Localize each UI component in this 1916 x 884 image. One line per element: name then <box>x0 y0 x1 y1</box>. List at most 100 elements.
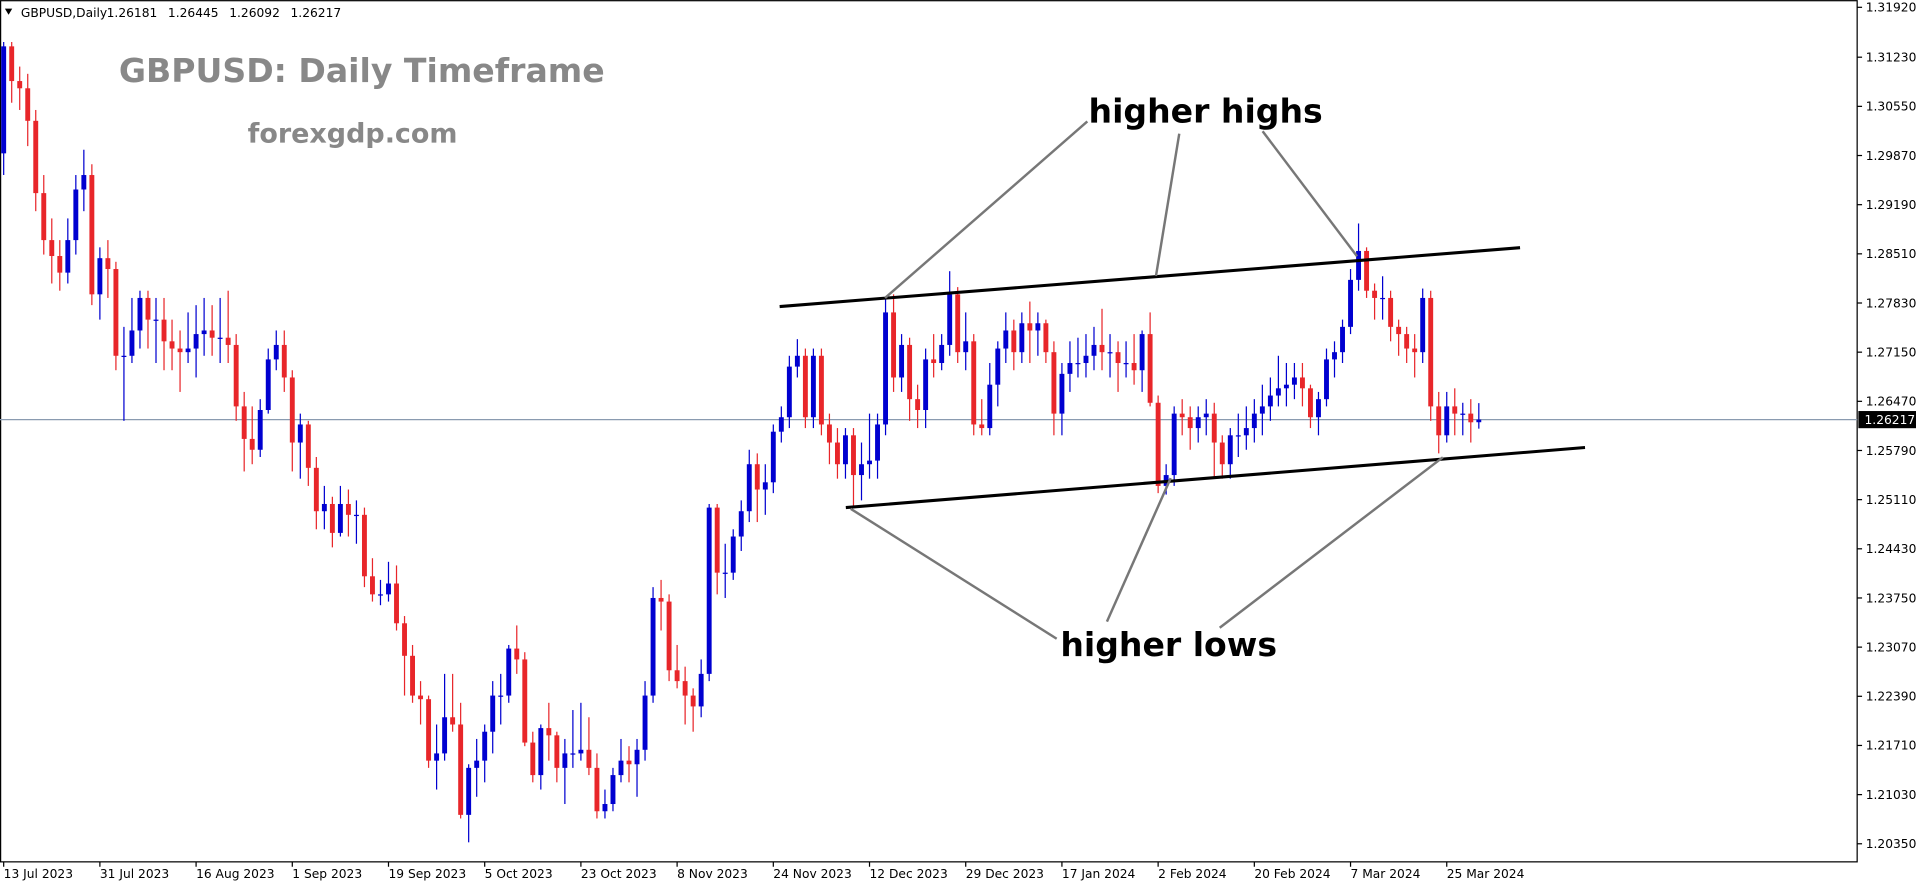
y-tick-label: 1.25110 <box>1866 493 1916 507</box>
candle-body <box>217 337 223 339</box>
candle-body <box>121 355 127 358</box>
annotation: higher highs <box>1089 92 1323 131</box>
candle-body <box>1396 326 1402 335</box>
x-tick-label: 16 Aug 2023 <box>196 867 274 881</box>
candle-body <box>201 330 207 335</box>
candle-body <box>321 503 327 512</box>
candle-body <box>1412 348 1418 353</box>
candle-body <box>353 514 359 517</box>
candle-body <box>1468 413 1474 423</box>
candle-body <box>594 767 600 812</box>
y-tick-label: 1.29190 <box>1866 198 1916 212</box>
y-tick-label: 1.23750 <box>1866 591 1916 605</box>
candle-body <box>1324 359 1329 400</box>
candle-body <box>690 695 696 707</box>
candle-body <box>971 341 977 425</box>
candle-body <box>1003 330 1009 349</box>
menu-arrow[interactable] <box>4 8 13 15</box>
x-tick-label: 20 Feb 2024 <box>1254 867 1330 881</box>
candle-body <box>249 438 255 450</box>
candle-body <box>305 424 311 468</box>
candle-body <box>602 804 608 812</box>
candle-body <box>634 749 640 765</box>
candle-body <box>442 717 448 754</box>
candle-body <box>345 503 351 515</box>
candle-body <box>1452 406 1458 414</box>
candle-body <box>1011 330 1017 353</box>
candle-body <box>1275 388 1281 396</box>
candle-body <box>666 601 672 671</box>
candle-body <box>674 670 680 682</box>
candle-body <box>169 341 175 349</box>
candle-body <box>161 319 167 342</box>
candle-body <box>698 673 704 707</box>
x-tick-label: 24 Nov 2023 <box>773 867 851 881</box>
candle-body <box>1211 413 1217 443</box>
x-tick-label: 8 Nov 2023 <box>677 867 748 881</box>
y-tick-label: 1.27830 <box>1866 296 1916 310</box>
candle-body <box>730 536 736 573</box>
candle-body <box>618 760 624 776</box>
trend-lines <box>779 246 1586 510</box>
candle-body <box>626 760 632 765</box>
candle-body <box>1043 323 1049 353</box>
candle-body <box>273 344 279 360</box>
candle-body <box>65 240 71 273</box>
candle-body <box>770 431 776 483</box>
header-close: 1.26217 <box>291 6 342 20</box>
candle-body <box>554 735 560 768</box>
candle-body <box>1332 352 1337 360</box>
candle-body <box>97 258 103 295</box>
candle-body <box>329 503 335 533</box>
candle-body <box>1476 419 1482 423</box>
candle-body <box>426 699 432 761</box>
candle-body <box>802 355 808 418</box>
x-tick-label: 2 Feb 2024 <box>1158 867 1227 881</box>
candle-body <box>834 442 840 465</box>
lower-trend-line <box>845 445 1586 510</box>
x-tick-label: 12 Dec 2023 <box>870 867 948 881</box>
x-tick-label: 17 Jan 2024 <box>1062 867 1136 881</box>
y-tick-label: 1.24430 <box>1866 542 1916 556</box>
candle-body <box>1083 355 1089 364</box>
y-tick-label: 1.21030 <box>1866 788 1916 802</box>
candle-body <box>746 464 752 512</box>
candle-body <box>1436 406 1442 436</box>
candle-body <box>658 597 664 602</box>
candle-body <box>378 594 383 596</box>
candle-body <box>73 189 79 241</box>
symbol: GBPUSD,Daily <box>21 6 107 20</box>
candle-body <box>1251 413 1257 429</box>
pointer <box>884 120 1089 299</box>
candle-body <box>1035 323 1041 331</box>
candle-body <box>987 384 993 429</box>
candle-body <box>1179 413 1185 418</box>
candle-body <box>1091 344 1097 356</box>
candle-body <box>1340 326 1345 353</box>
x-tick-label: 25 Mar 2024 <box>1447 867 1525 881</box>
candle-body <box>939 344 945 364</box>
candle-body <box>185 348 191 353</box>
candle-body <box>1123 363 1129 365</box>
x-tick-label: 31 Jul 2023 <box>100 867 169 881</box>
y-tick-label: 1.21710 <box>1866 739 1916 753</box>
candle-body <box>1444 406 1450 436</box>
candle-body <box>1195 417 1201 429</box>
candle-body <box>209 330 215 338</box>
candle-body <box>786 366 792 418</box>
header-open: 1.26181 <box>107 6 158 20</box>
candle-body <box>490 695 496 732</box>
y-tick-label: 1.20350 <box>1866 837 1916 851</box>
x-tick-label: 13 Jul 2023 <box>4 867 73 881</box>
x-tick-label: 5 Oct 2023 <box>485 867 553 881</box>
candle-body <box>1155 402 1161 486</box>
y-tick-label: 1.31920 <box>1866 1 1916 15</box>
candle-body <box>281 344 287 378</box>
candle-body <box>955 294 961 353</box>
candle-body <box>1171 413 1177 476</box>
candle-body <box>899 344 905 378</box>
y-tick-label: 1.31230 <box>1866 50 1916 64</box>
candle-body <box>1107 352 1113 354</box>
